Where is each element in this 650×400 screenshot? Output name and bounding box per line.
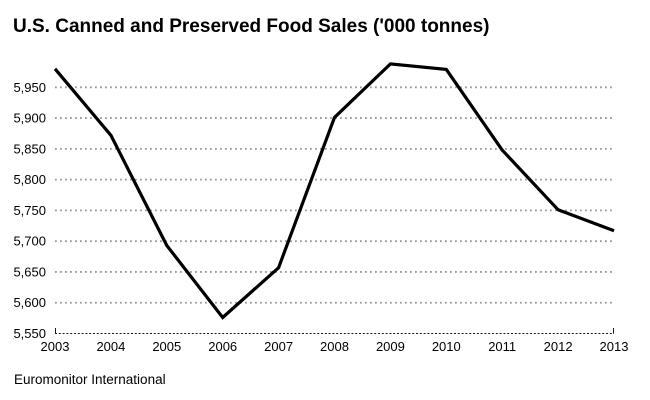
y-axis-tick-label: 5,900 [13, 111, 46, 126]
y-axis-tick-label: 5,550 [13, 326, 46, 341]
x-axis-tick-label: 2006 [208, 339, 237, 354]
y-axis-tick-label: 5,650 [13, 264, 46, 279]
x-axis-tick-label: 2013 [600, 339, 629, 354]
y-axis-tick-label: 5,750 [13, 203, 46, 218]
y-axis-tick-label: 5,850 [13, 141, 46, 156]
y-axis-tick-label: 5,800 [13, 172, 46, 187]
x-axis-tick-label: 2008 [320, 339, 349, 354]
data-line [53, 62, 615, 320]
x-axis-tick-label: 2012 [544, 339, 573, 354]
x-axis-tick-label: 2009 [376, 339, 405, 354]
x-axis-tick-label: 2004 [96, 339, 125, 354]
x-axis-tick-label: 2005 [152, 339, 181, 354]
y-axis-tick-label: 5,950 [13, 80, 46, 95]
chart-title: U.S. Canned and Preserved Food Sales ('0… [13, 16, 490, 37]
y-axis-tick-label: 5,700 [13, 234, 46, 249]
x-axis-tick-label: 2010 [432, 339, 461, 354]
y-axis-tick-label: 5,600 [13, 295, 46, 310]
x-axis-tick-label: 2003 [41, 339, 70, 354]
x-axis-tick-label: 2007 [264, 339, 293, 354]
x-axis-tick-label: 2011 [488, 339, 516, 354]
source-label: Euromonitor International [14, 372, 166, 387]
